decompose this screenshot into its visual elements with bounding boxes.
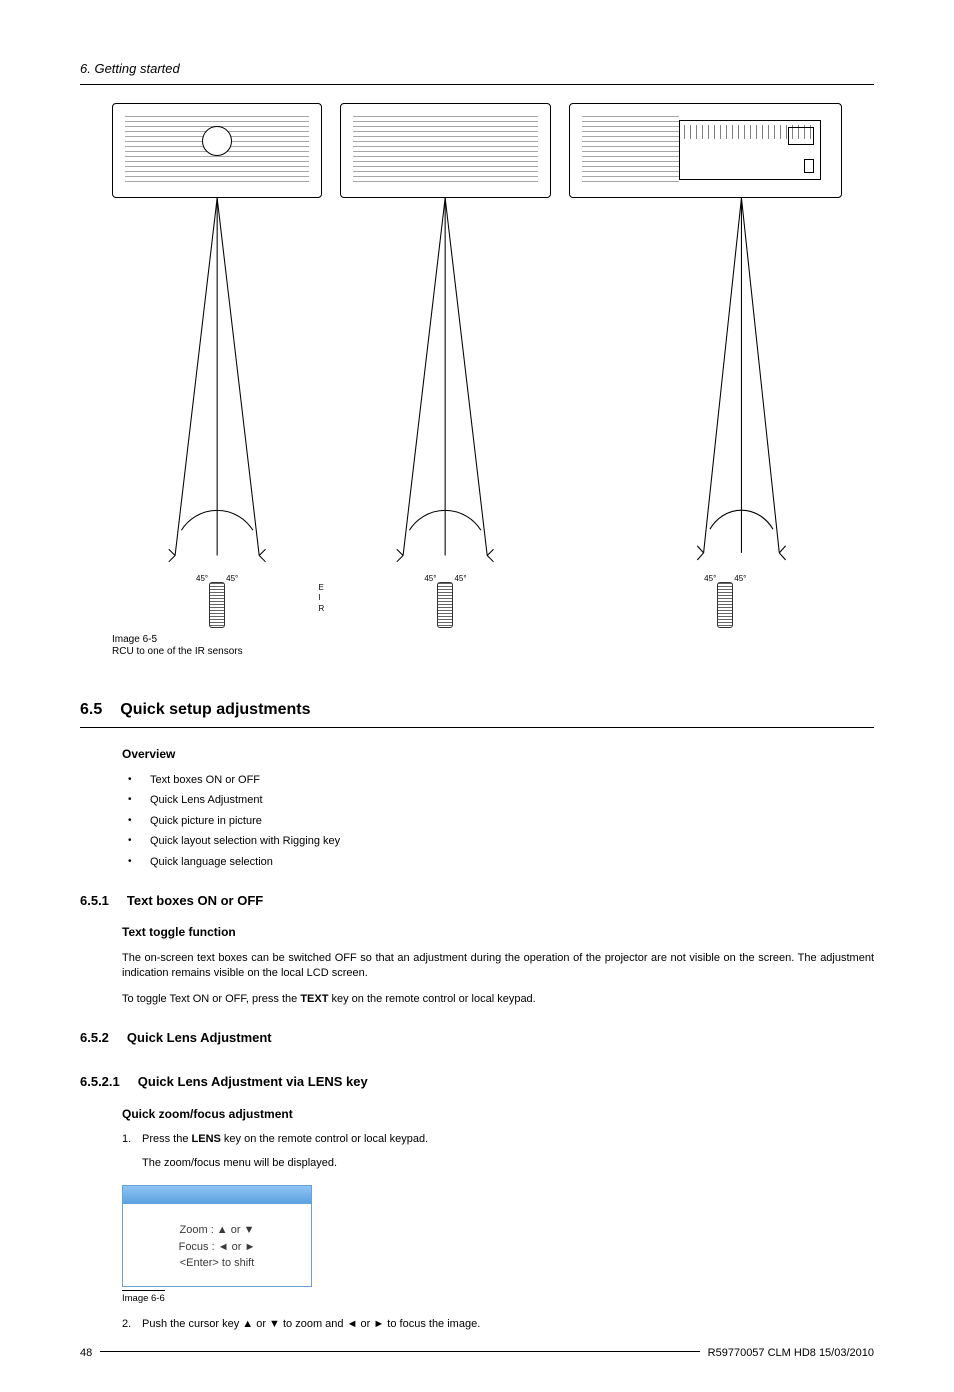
text-toggle-heading: Text toggle function: [122, 924, 874, 941]
dialog-enter-line: <Enter> to shift: [133, 1255, 301, 1272]
ir-cone-front: [112, 198, 322, 577]
list-item: Text boxes ON or OFF: [122, 773, 874, 788]
projector-side-view: 45° 45°: [569, 103, 842, 628]
zoom-focus-dialog: Zoom : ▲ or ▼ Focus : ◄ or ► <Enter> to …: [122, 1185, 312, 1287]
caption-line2: RCU to one of the IR sensors: [112, 646, 874, 659]
steps-list: Press the LENS key on the remote control…: [122, 1132, 874, 1171]
overview-heading: Overview: [122, 746, 874, 763]
dialog-titlebar: [123, 1186, 311, 1204]
step1-post: key on the remote control or local keypa…: [221, 1133, 428, 1145]
section-6-5-rule: [80, 727, 874, 728]
ir-letter-r: R: [319, 605, 325, 614]
section-title: Quick Lens Adjustment: [127, 1029, 272, 1047]
section-title: Quick Lens Adjustment via LENS key: [138, 1073, 368, 1091]
page-footer: 48 R59770057 CLM HD8 15/03/2010: [80, 1346, 874, 1361]
caption-line1: Image 6-5: [112, 634, 874, 647]
angle-right: 45°: [454, 573, 466, 584]
remote-icon-rear: [437, 582, 453, 628]
ir-cone-rear: [340, 198, 550, 577]
step1-pre: Press the: [142, 1133, 192, 1145]
projector-front-view: 45° 45° E I R: [112, 103, 322, 628]
header-rule: [80, 84, 874, 85]
list-item: Quick picture in picture: [122, 814, 874, 829]
ir-letter-e: E: [319, 584, 325, 593]
step1-sub: The zoom/focus menu will be displayed.: [142, 1156, 874, 1171]
step-2: Push the cursor key ▲ or ▼ to zoom and ◄…: [122, 1317, 874, 1332]
angle-left: 45°: [196, 573, 208, 584]
ir-letter-i: I: [319, 594, 325, 603]
section-num: 6.5: [80, 699, 102, 721]
angle-left: 45°: [424, 573, 436, 584]
list-item: Quick Lens Adjustment: [122, 793, 874, 808]
dialog-zoom-line: Zoom : ▲ or ▼: [133, 1222, 301, 1239]
remote-icon-front: [209, 582, 225, 628]
section-title: Quick setup adjustments: [120, 699, 310, 721]
overview-list: Text boxes ON or OFF Quick Lens Adjustme…: [122, 773, 874, 870]
dialog-focus-line: Focus : ◄ or ►: [133, 1239, 301, 1256]
ir-label-letters: E I R: [319, 584, 325, 614]
footer-rule: [100, 1351, 699, 1352]
ir-cone-side: [569, 198, 842, 577]
text-key-bold: TEXT: [300, 993, 328, 1005]
step-1: Press the LENS key on the remote control…: [122, 1132, 874, 1171]
figure-6-5: 45° 45° E I R 45° 45°: [80, 103, 874, 628]
dialog-body: Zoom : ▲ or ▼ Focus : ◄ or ► <Enter> to …: [123, 1204, 311, 1286]
section-title: Text boxes ON or OFF: [127, 892, 263, 910]
figure-6-5-caption: Image 6-5 RCU to one of the IR sensors: [80, 634, 874, 659]
projector-side-box: [569, 103, 842, 198]
list-item: Quick language selection: [122, 855, 874, 870]
section-6-5-heading: 6.5 Quick setup adjustments: [80, 699, 874, 721]
section-num: 6.5.2: [80, 1029, 109, 1047]
chapter-header: 6. Getting started: [80, 60, 874, 78]
steps-list-cont: Push the cursor key ▲ or ▼ to zoom and ◄…: [122, 1317, 874, 1332]
quick-zoom-heading: Quick zoom/focus adjustment: [122, 1106, 874, 1123]
angle-right: 45°: [226, 573, 238, 584]
text-pre: To toggle Text ON or OFF, press the: [122, 993, 300, 1005]
projector-rear-view: 45° 45°: [340, 103, 550, 628]
section-num: 6.5.2.1: [80, 1073, 120, 1091]
projector-rear-box: [340, 103, 550, 198]
lens-key-bold: LENS: [192, 1133, 221, 1145]
angle-right: 45°: [734, 573, 746, 584]
image-6-6-caption: Image 6-6: [122, 1290, 165, 1305]
remote-icon-side: [717, 582, 733, 628]
page-number: 48: [80, 1346, 92, 1361]
angle-left: 45°: [704, 573, 716, 584]
text-toggle-para1: The on-screen text boxes can be switched…: [122, 951, 874, 982]
section-6-5-1-heading: 6.5.1 Text boxes ON or OFF: [80, 892, 874, 910]
list-item: Quick layout selection with Rigging key: [122, 834, 874, 849]
projector-front-box: [112, 103, 322, 198]
text-toggle-para2: To toggle Text ON or OFF, press the TEXT…: [122, 992, 874, 1007]
section-6-5-2-1-heading: 6.5.2.1 Quick Lens Adjustment via LENS k…: [80, 1073, 874, 1091]
section-num: 6.5.1: [80, 892, 109, 910]
section-6-5-2-heading: 6.5.2 Quick Lens Adjustment: [80, 1029, 874, 1047]
doc-reference: R59770057 CLM HD8 15/03/2010: [708, 1346, 874, 1361]
text-post: key on the remote control or local keypa…: [328, 993, 535, 1005]
